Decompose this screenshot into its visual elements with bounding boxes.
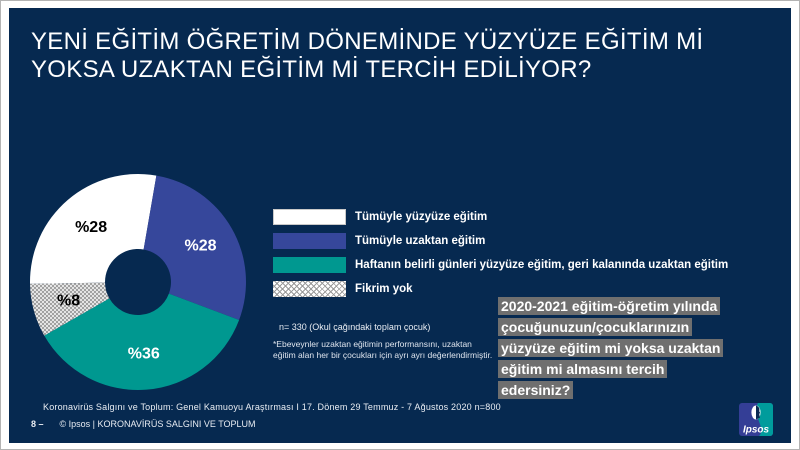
sample-size-note: n= 330 (Okul çağındaki toplam çocuk) — [279, 322, 431, 332]
slide: YENİ EĞİTİM ÖĞRETİM DÖNEMİNDE YÜZYÜZE EĞ… — [9, 8, 791, 443]
source-line: Koronavirüs Salgını ve Toplum: Genel Kam… — [43, 402, 501, 412]
legend-swatch — [273, 281, 346, 297]
footnote: *Ebeveynler uzaktan eğitimin performansı… — [273, 339, 493, 360]
page-footer: 8 – © Ipsos | KORONAVİRÜS SALGINI VE TOPL… — [31, 419, 256, 429]
legend-swatch — [273, 209, 346, 225]
copyright-text: © Ipsos | KORONAVİRÜS SALGINI VE TOPLUM — [59, 419, 256, 429]
slide-title: YENİ EĞİTİM ÖĞRETİM DÖNEMİNDE YÜZYÜZE EĞ… — [31, 28, 704, 83]
legend-label: Fikrim yok — [355, 283, 413, 295]
ipsos-logo: Ipsos — [739, 403, 773, 436]
pie-slice-label: %28 — [184, 238, 216, 255]
legend-label: Haftanın belirli günleri yüzyüze eğitim,… — [355, 259, 729, 271]
legend-item: Haftanın belirli günleri yüzyüze eğitim,… — [273, 257, 783, 273]
legend-item: Tümüyle yüzyüze eğitim — [273, 209, 783, 225]
legend-label: Tümüyle uzaktan eğitim — [355, 235, 486, 247]
legend-swatch — [273, 257, 346, 273]
pie-slice-label: %28 — [75, 219, 107, 236]
legend-item: Fikrim yok — [273, 281, 783, 297]
question-text: 2020-2021 eğitim-öğretim yılında çocuğun… — [498, 297, 724, 399]
question-box: 2020-2021 eğitim-öğretim yılında çocuğun… — [498, 296, 754, 401]
pie-slice-3 — [44, 293, 240, 390]
pie-slice-1 — [30, 174, 157, 284]
ipsos-logo-text: Ipsos — [743, 425, 770, 436]
page-number: 8 – — [31, 419, 44, 429]
pie-slice-4 — [30, 282, 110, 336]
pie-slice-label: %36 — [128, 345, 160, 362]
pie-slice-label: %8 — [57, 293, 80, 310]
donut-chart: %28 %28 %36 %8 — [30, 174, 246, 390]
legend-label: Tümüyle yüzyüze eğitim — [355, 211, 488, 223]
chart-legend: Tümüyle yüzyüze eğitim Tümüyle uzaktan eğ… — [273, 209, 783, 305]
legend-item: Tümüyle uzaktan eğitim — [273, 233, 783, 249]
ipsos-logo-mark — [739, 403, 773, 436]
legend-swatch — [273, 233, 346, 249]
pie-slice-2 — [143, 175, 246, 320]
